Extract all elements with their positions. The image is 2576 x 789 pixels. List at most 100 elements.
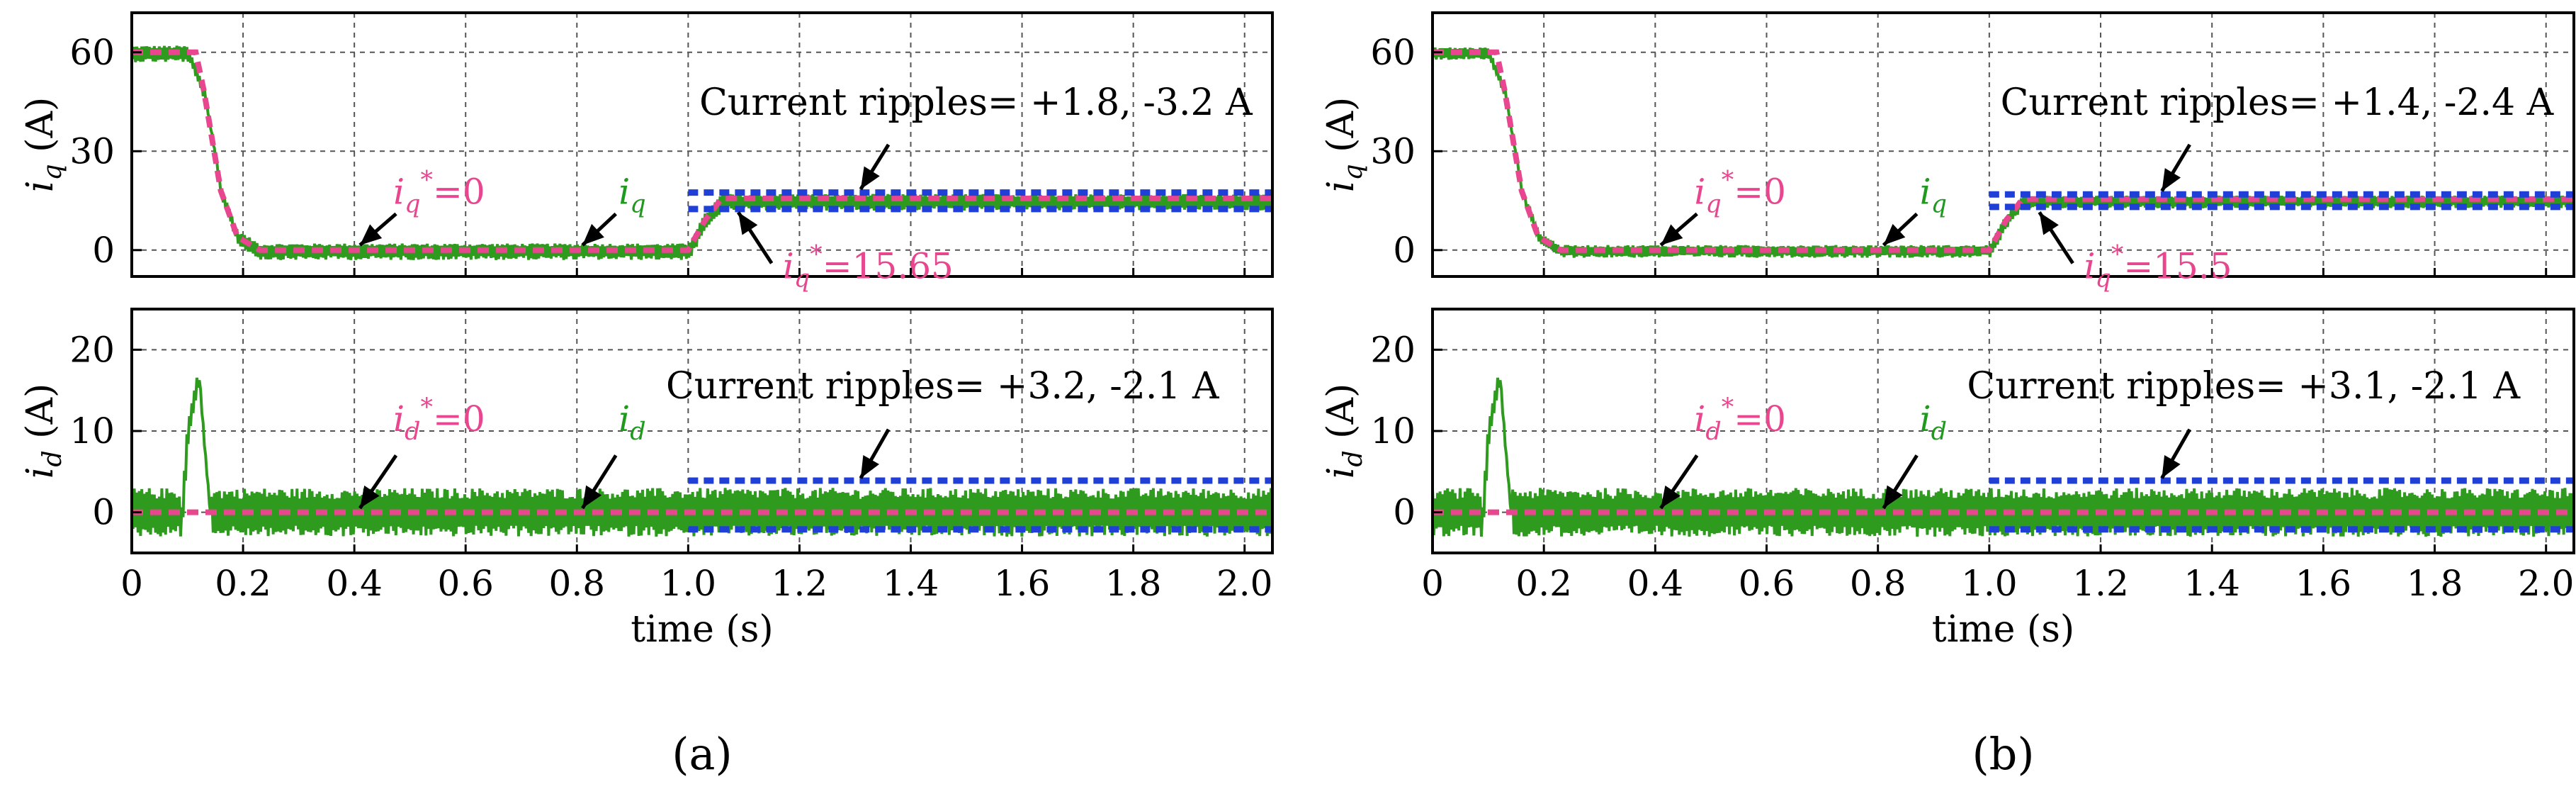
- reference-step-label: iq*=15.65: [783, 240, 954, 293]
- xtick-label: 1.8: [1105, 563, 1162, 604]
- xtick-label: 1.6: [994, 563, 1051, 604]
- reference-zero-label-star: *: [1722, 393, 1734, 422]
- xtick-label: 0.8: [549, 563, 606, 604]
- reference-zero-label: iq*=0: [1694, 167, 1786, 219]
- reference-step-arrow-head: [738, 212, 758, 235]
- iq-measured-line: [1431, 47, 2575, 258]
- reference-step-label-sub: q: [2095, 264, 2111, 293]
- reference-zero-label-star: *: [1722, 167, 1734, 195]
- xtick-label: 1.8: [2407, 563, 2463, 604]
- ripple-arrow-head: [860, 455, 879, 479]
- xtick-label: 1.2: [2072, 563, 2129, 604]
- measured-arrow-head: [582, 485, 602, 508]
- x-axis-label: time (s): [631, 608, 773, 651]
- ripple-arrow-head: [860, 166, 880, 190]
- y-axis-unit: (A): [19, 384, 62, 451]
- y-axis-label: iq (A): [1320, 97, 1368, 193]
- id-subplot: 0 10 20 id (A) Current ripples= +3.1, -2.1 A…: [1320, 308, 2575, 554]
- measured-label-base: i: [618, 398, 630, 440]
- ytick-label: 30: [1370, 130, 1416, 172]
- y-axis-subscript: d: [1338, 450, 1368, 466]
- y-axis-label: id (A): [19, 384, 67, 479]
- xtick-label: 1.0: [660, 563, 717, 604]
- panel-label: (a): [672, 728, 732, 780]
- reference-step-label-base: i: [2084, 245, 2095, 286]
- measured-arrow-head: [582, 223, 604, 245]
- ripple-arrow-head: [2162, 455, 2181, 479]
- ytick-label: 20: [69, 329, 115, 370]
- ytick-label: 30: [69, 130, 115, 172]
- reference-zero-label-text: =0: [1734, 398, 1786, 440]
- reference-step-label-star: *: [2111, 240, 2124, 269]
- measured-label-base: i: [618, 172, 630, 213]
- ripple-annotation: Current ripples= +1.4, -2.4 A: [2001, 82, 2555, 124]
- reference-zero-arrow-head: [1661, 224, 1683, 245]
- reference-zero-arrow-head: [360, 224, 383, 245]
- xtick-label: 2.0: [1216, 563, 1273, 604]
- y-axis-unit: (A): [19, 97, 62, 164]
- reference-zero-label-sub: q: [1705, 191, 1721, 219]
- reference-step-label: iq*=15.5: [2084, 240, 2232, 293]
- y-axis-unit: (A): [1320, 384, 1362, 451]
- ytick-label: 0: [1393, 230, 1416, 271]
- measured-label-sub: q: [630, 191, 645, 219]
- ripple-annotation: Current ripples= +3.2, -2.1 A: [666, 365, 1220, 408]
- y-axis-subscript: q: [37, 164, 67, 180]
- xtick-label: 2.0: [2518, 563, 2575, 604]
- reference-zero-label-base: i: [393, 172, 405, 213]
- ytick-label: 60: [1370, 32, 1416, 73]
- xtick-label: 1.0: [1961, 563, 2018, 604]
- y-axis-label: iq (A): [19, 97, 67, 193]
- reference-zero-arrow-head: [360, 485, 380, 508]
- y-axis-subscript: d: [37, 450, 67, 466]
- xtick-label: 0.6: [1739, 563, 1795, 604]
- measured-label: id: [1920, 398, 1947, 446]
- reference-zero-label-star: *: [421, 167, 434, 195]
- ripple-annotation: Current ripples= +1.8, -3.2 A: [699, 82, 1253, 124]
- panel-label: (b): [1972, 728, 2034, 780]
- reference-zero-label-text: =0: [1734, 172, 1786, 213]
- xtick-label: 0.8: [1850, 563, 1906, 604]
- reference-zero-arrow-head: [1661, 485, 1680, 508]
- ytick-label: 10: [1370, 410, 1416, 452]
- xtick-label: 0.6: [437, 563, 494, 604]
- xtick-label: 0.4: [1627, 563, 1684, 604]
- xtick-label: 1.6: [2295, 563, 2352, 604]
- reference-step-label-star: *: [810, 240, 823, 269]
- id-measured-line: [130, 377, 1274, 537]
- ytick-label: 0: [92, 492, 115, 533]
- id-measured-line: [1431, 377, 2575, 537]
- measured-label-base: i: [1920, 172, 1931, 213]
- measured-label: iq: [618, 172, 645, 219]
- reference-step-label-base: i: [783, 245, 794, 286]
- reference-zero-label-sub: d: [1705, 418, 1721, 446]
- reference-zero-label-base: i: [1694, 172, 1705, 213]
- ytick-label: 0: [1393, 492, 1416, 533]
- reference-zero-label-text: =0: [433, 398, 485, 440]
- reference-zero-label: id*=0: [1694, 393, 1786, 446]
- y-axis-subscript: q: [1338, 164, 1368, 180]
- iq-measured-line: [130, 45, 1274, 260]
- reference-step-label-text: =15.65: [823, 245, 954, 286]
- measured-arrow-head: [1883, 223, 1906, 245]
- x-axis-label: time (s): [1932, 608, 2074, 651]
- measured-label: iq: [1920, 172, 1947, 219]
- reference-zero-label-sub: q: [405, 191, 420, 219]
- xtick-label: 0: [120, 563, 143, 604]
- ytick-label: 10: [69, 410, 115, 452]
- ripple-arrow-head: [2162, 168, 2181, 191]
- measured-arrow-head: [1883, 485, 1903, 508]
- ripple-annotation: Current ripples= +3.1, -2.1 A: [1967, 365, 2521, 408]
- xtick-label: 1.4: [2184, 563, 2240, 604]
- reference-step-arrow-head: [2039, 212, 2059, 235]
- y-axis-symbol: i: [19, 467, 62, 479]
- measured-label-sub: q: [1931, 191, 1947, 219]
- measured-label: id: [618, 398, 645, 446]
- measured-label-sub: d: [630, 418, 645, 446]
- ytick-label: 20: [1370, 329, 1416, 370]
- xtick-label: 0.2: [215, 563, 271, 604]
